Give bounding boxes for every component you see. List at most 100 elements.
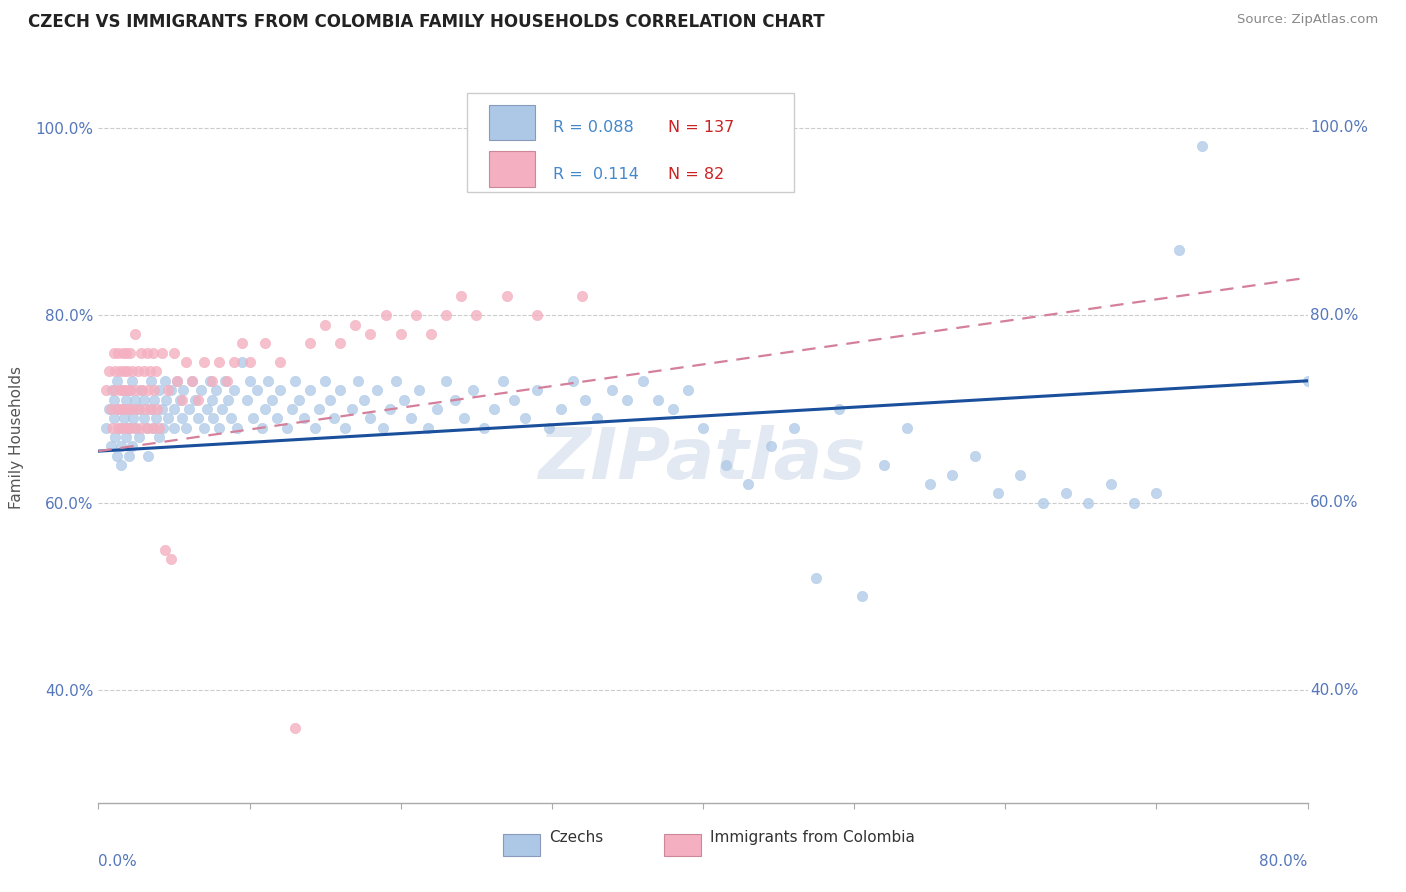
- Point: [676, 383, 699, 397]
- Point: [253, 401, 276, 416]
- Point: [631, 374, 654, 388]
- Point: [281, 401, 304, 416]
- Text: ZIPatlas: ZIPatlas: [540, 425, 866, 493]
- Point: [246, 383, 269, 397]
- Point: [737, 477, 759, 491]
- Point: [231, 336, 253, 351]
- Point: [1010, 467, 1032, 482]
- Point: [537, 420, 560, 434]
- Point: [124, 392, 146, 407]
- Point: [170, 392, 193, 407]
- Point: [150, 401, 173, 416]
- Point: [111, 383, 134, 397]
- Point: [616, 392, 638, 407]
- Point: [208, 355, 231, 369]
- Point: [602, 383, 624, 397]
- Point: [160, 552, 183, 566]
- Point: [918, 477, 941, 491]
- Point: [129, 383, 152, 397]
- Point: [1122, 496, 1144, 510]
- Text: Immigrants from Colombia: Immigrants from Colombia: [710, 830, 915, 846]
- Point: [201, 392, 224, 407]
- Text: N = 137: N = 137: [668, 120, 734, 136]
- Point: [299, 336, 322, 351]
- Point: [783, 420, 806, 434]
- Text: R = 0.088: R = 0.088: [553, 120, 634, 136]
- Point: [131, 383, 153, 397]
- Point: [132, 364, 155, 378]
- Point: [118, 449, 141, 463]
- Point: [143, 383, 166, 397]
- Point: [181, 374, 204, 388]
- Point: [408, 383, 430, 397]
- FancyBboxPatch shape: [489, 105, 534, 140]
- Point: [132, 392, 155, 407]
- Point: [647, 392, 669, 407]
- Point: [121, 364, 143, 378]
- Point: [179, 401, 201, 416]
- Point: [304, 420, 326, 434]
- Point: [1032, 496, 1054, 510]
- Point: [134, 401, 156, 416]
- Point: [121, 374, 143, 388]
- Point: [239, 355, 262, 369]
- Point: [269, 383, 291, 397]
- Point: [166, 374, 188, 388]
- Point: [221, 411, 243, 425]
- Point: [108, 420, 131, 434]
- Point: [562, 374, 585, 388]
- Point: [104, 430, 127, 444]
- Point: [105, 374, 128, 388]
- Point: [100, 440, 122, 454]
- Point: [148, 383, 170, 397]
- Point: [187, 411, 209, 425]
- Point: [160, 383, 183, 397]
- Point: [226, 420, 249, 434]
- Point: [896, 420, 918, 434]
- Point: [135, 420, 157, 434]
- Point: [120, 383, 142, 397]
- Point: [124, 326, 146, 341]
- Point: [314, 318, 336, 332]
- Point: [112, 364, 135, 378]
- Point: [214, 374, 236, 388]
- Point: [118, 401, 141, 416]
- Point: [139, 401, 162, 416]
- Point: [1077, 496, 1099, 510]
- Point: [434, 308, 457, 322]
- Point: [153, 374, 176, 388]
- Point: [323, 411, 346, 425]
- Point: [503, 392, 526, 407]
- Point: [120, 345, 142, 359]
- Point: [299, 383, 322, 397]
- Point: [374, 308, 396, 322]
- Point: [450, 289, 472, 303]
- Point: [550, 401, 572, 416]
- Point: [941, 467, 963, 482]
- Point: [114, 392, 136, 407]
- Point: [107, 401, 129, 416]
- Text: R =  0.114: R = 0.114: [553, 167, 638, 182]
- Point: [129, 420, 152, 434]
- Point: [965, 449, 987, 463]
- Point: [308, 401, 330, 416]
- Point: [136, 383, 159, 397]
- Point: [434, 374, 457, 388]
- Point: [129, 345, 152, 359]
- Text: 40.0%: 40.0%: [1310, 682, 1358, 698]
- Point: [112, 411, 135, 425]
- Point: [124, 420, 146, 434]
- Point: [235, 392, 257, 407]
- Point: [155, 392, 177, 407]
- Point: [526, 383, 548, 397]
- Point: [101, 383, 124, 397]
- Point: [231, 355, 253, 369]
- Point: [224, 383, 246, 397]
- Point: [269, 355, 291, 369]
- Point: [190, 383, 212, 397]
- Point: [1296, 374, 1319, 388]
- Point: [392, 392, 415, 407]
- Point: [851, 590, 873, 604]
- Point: [1191, 139, 1213, 153]
- Point: [166, 374, 188, 388]
